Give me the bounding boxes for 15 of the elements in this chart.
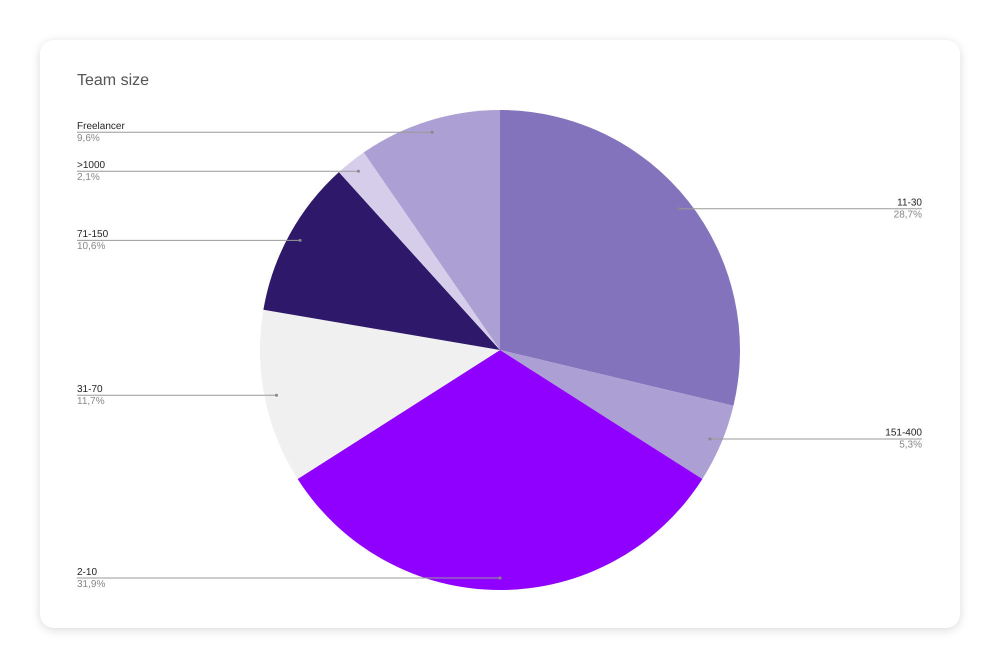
slice-label: 31-70 (77, 384, 104, 395)
data-label: 31,9% (77, 578, 106, 590)
data-label: 9,6% (77, 133, 100, 144)
slice-label: 151-400 (885, 428, 922, 439)
data-label: 11,7% (77, 396, 105, 407)
slice-label: Freelancer (77, 121, 126, 132)
slice-label: 71-150 (77, 229, 109, 240)
data-label: 10,6% (77, 241, 106, 252)
slice-label: 11-30 (897, 197, 922, 208)
chart-title: Team size (77, 72, 150, 90)
data-label: 2,1% (77, 172, 100, 184)
slice-label: 2-10 (77, 566, 98, 578)
slice-label: >1000 (77, 160, 106, 172)
data-label: 5,3% (899, 440, 922, 451)
data-label: 28,7% (894, 209, 922, 220)
